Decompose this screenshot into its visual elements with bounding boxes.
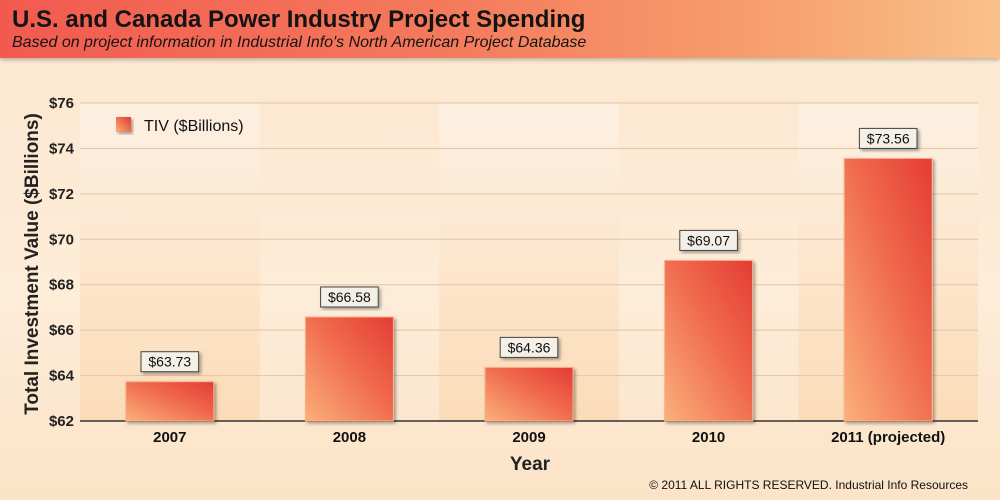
bars	[125, 157, 933, 422]
legend: TIV ($Billions)	[116, 117, 244, 135]
value-label-text: $64.36	[508, 339, 551, 355]
value-label: $63.73	[140, 351, 200, 373]
y-tick-label: $66	[49, 322, 74, 339]
bar	[304, 316, 394, 422]
tick-labels: $62 $64 $66 $68 $70 $72 $74 $76 2007 2008 2009 2010…	[49, 95, 945, 446]
category-bands	[80, 103, 978, 421]
value-label-text: $63.73	[148, 354, 191, 370]
bar	[484, 366, 574, 422]
y-tick-label: $64	[49, 368, 75, 385]
y-axis-title: Total Investment Value ($Billions)	[22, 113, 43, 415]
x-axis-title: Year	[510, 454, 551, 475]
page-title: U.S. and Canada Power Industry Project S…	[12, 6, 586, 33]
value-label-box	[679, 229, 738, 251]
page-subtitle: Based on project information in Industri…	[12, 34, 587, 51]
value-label-box	[499, 336, 559, 358]
value-label: $66.58	[320, 286, 379, 308]
bar	[125, 381, 215, 422]
y-tick-label: $72	[49, 186, 74, 203]
value-label: $73.56	[858, 127, 918, 149]
copyright-text: © 2011 ALL RIGHTS RESERVED. Industrial I…	[649, 478, 968, 492]
bar	[843, 157, 933, 422]
value-label: $69.07	[679, 229, 738, 251]
y-tick-label: $68	[49, 277, 74, 294]
y-tick-label: $74	[49, 140, 75, 157]
x-tick-label: 2010	[692, 429, 725, 446]
legend-swatch	[116, 117, 131, 132]
x-tick-label: 2011 (projected)	[831, 429, 945, 446]
value-label: $64.36	[499, 336, 559, 358]
legend-label: TIV ($Billions)	[144, 118, 244, 135]
value-labels: $63.73 $66.58 $64.36 $69.07 $73.56	[140, 127, 918, 373]
category-band	[80, 103, 260, 421]
value-label-box	[858, 127, 918, 149]
value-label-text: $69.07	[687, 232, 730, 248]
value-label-box	[320, 286, 379, 308]
y-tick-label: $70	[49, 231, 74, 248]
y-tick-label: $76	[49, 95, 74, 112]
x-tick-label: 2009	[512, 429, 545, 446]
value-label-text: $66.58	[328, 289, 371, 305]
bar	[664, 259, 754, 422]
value-label-box	[140, 351, 200, 373]
header-banner: U.S. and Canada Power Industry Project S…	[0, 0, 1000, 58]
value-label-text: $73.56	[867, 130, 910, 146]
x-tick-label: 2008	[333, 429, 366, 446]
y-tick-label: $62	[49, 413, 74, 430]
x-tick-label: 2007	[153, 429, 186, 446]
